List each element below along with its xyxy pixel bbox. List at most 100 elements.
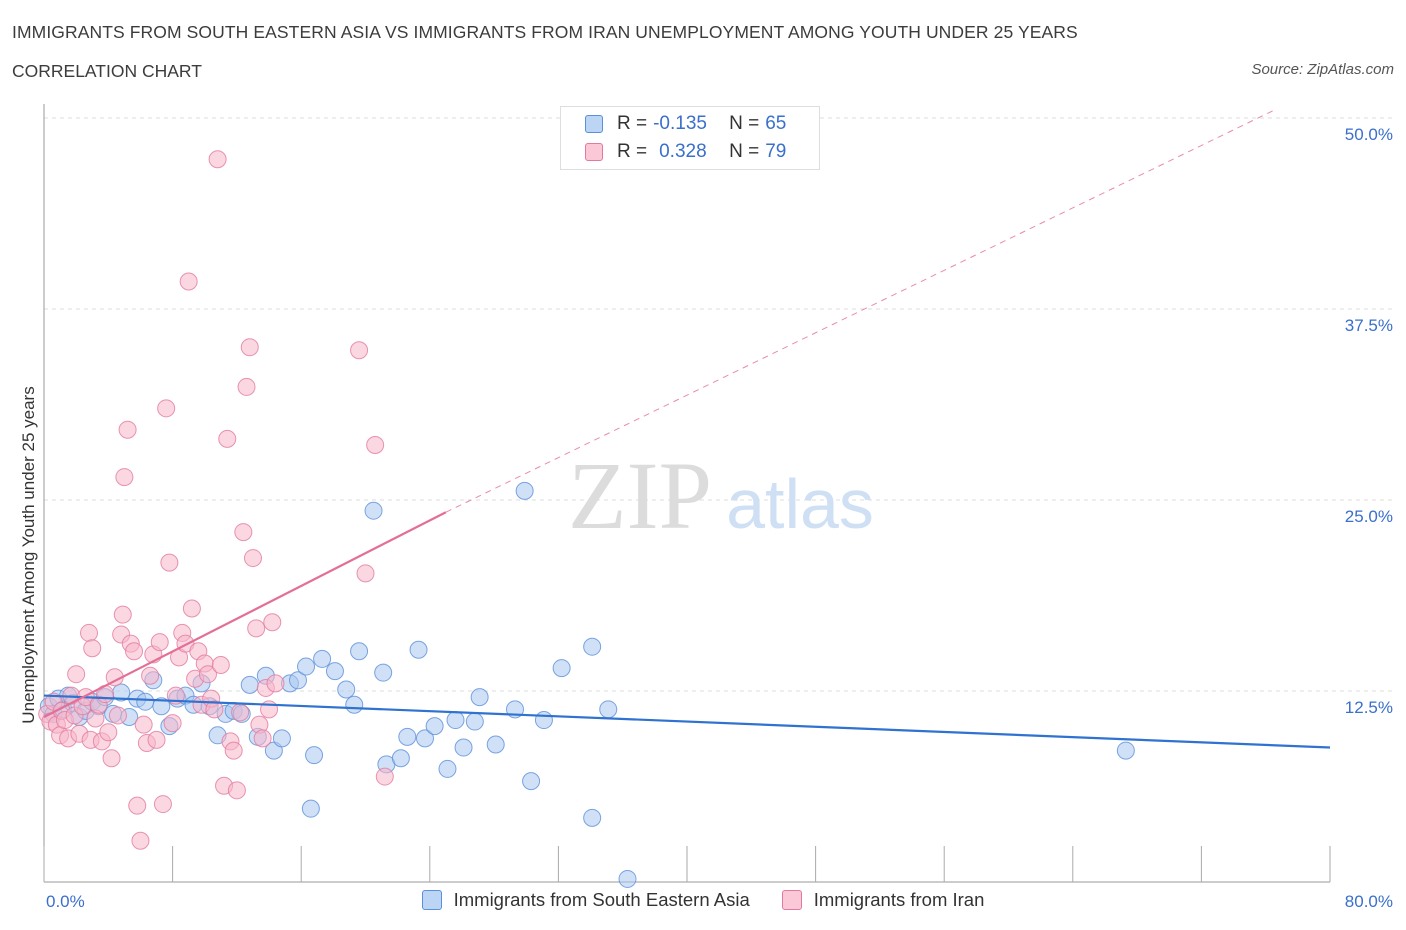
- series-legend: Immigrants from South Eastern Asia Immig…: [0, 889, 1406, 911]
- pink-swatch: [585, 143, 603, 161]
- data-point-blue: [391, 749, 410, 768]
- data-point-pink: [253, 729, 272, 748]
- data-point-pink: [150, 633, 169, 652]
- data-point-pink: [247, 619, 266, 638]
- data-point-pink: [131, 831, 150, 850]
- y-tick-label: 12.5%: [1345, 698, 1393, 717]
- n-label: N =: [729, 113, 760, 134]
- data-point-pink: [99, 723, 118, 742]
- r-label: R =: [617, 141, 648, 162]
- data-point-blue: [337, 680, 356, 699]
- watermark-zip: ZIP: [568, 442, 712, 549]
- x-tick-label: 0.0%: [46, 892, 85, 911]
- data-point-pink: [208, 150, 227, 169]
- data-point-blue: [486, 735, 505, 754]
- data-point-pink: [366, 435, 385, 454]
- n-value: 65: [765, 113, 787, 134]
- data-point-blue: [325, 662, 344, 681]
- stats-legend: R = -0.135 N = 65 R = 0.328 N = 79: [560, 106, 820, 170]
- data-point-blue: [552, 659, 571, 678]
- blue-swatch: [421, 890, 442, 910]
- data-point-blue: [301, 799, 320, 818]
- data-point-pink: [240, 338, 259, 357]
- data-point-blue: [470, 688, 489, 707]
- data-point-pink: [231, 703, 250, 722]
- data-point-blue: [136, 692, 155, 711]
- chart-title: IMMIGRANTS FROM SOUTH EASTERN ASIA VS IM…: [12, 22, 1078, 42]
- data-point-blue: [240, 675, 259, 694]
- data-point-pink: [83, 639, 102, 658]
- data-point-blue: [313, 649, 332, 668]
- data-point-blue: [465, 712, 484, 731]
- data-point-pink: [125, 642, 144, 661]
- data-point-blue: [350, 642, 369, 661]
- data-point-pink: [211, 656, 230, 675]
- data-point-blue: [425, 717, 444, 736]
- stats-legend-row-blue: R = -0.135 N = 65: [585, 112, 786, 136]
- data-point-pink: [350, 341, 369, 360]
- data-point-pink: [67, 665, 86, 684]
- legend-label: Immigrants from South Eastern Asia: [453, 889, 750, 910]
- data-point-blue: [583, 808, 602, 827]
- data-point-pink: [182, 599, 201, 618]
- pink-swatch: [781, 890, 802, 910]
- data-point-pink: [134, 715, 153, 734]
- data-point-blue: [515, 481, 534, 500]
- data-point-pink: [157, 399, 176, 418]
- data-point-blue: [454, 738, 473, 757]
- data-point-pink: [198, 665, 217, 684]
- data-point-blue: [522, 772, 541, 791]
- y-axis-label: Unemployment Among Youth under 25 years: [19, 386, 38, 723]
- chart-subtitle: CORRELATION CHART: [12, 61, 202, 81]
- data-point-blue: [534, 711, 553, 730]
- source-label: Source: ZipAtlas.com: [1251, 61, 1394, 78]
- data-point-blue: [374, 663, 393, 682]
- stats-legend-row-pink: R = 0.328 N = 79: [585, 140, 786, 164]
- data-point-pink: [147, 730, 166, 749]
- data-point-pink: [266, 674, 285, 693]
- data-point-pink: [205, 700, 224, 719]
- data-point-blue: [152, 697, 171, 716]
- data-point-pink: [80, 623, 99, 642]
- r-value: -0.135: [653, 113, 707, 134]
- data-point-pink: [356, 564, 375, 583]
- data-point-blue: [398, 727, 417, 746]
- data-point-pink: [160, 553, 179, 572]
- data-point-pink: [234, 523, 253, 542]
- data-point-blue: [297, 657, 316, 676]
- data-point-pink: [108, 706, 127, 725]
- legend-item-south-eastern-asia: Immigrants from South Eastern Asia: [421, 889, 750, 911]
- data-point-blue: [415, 729, 434, 748]
- trend-line-pink: [43, 511, 447, 718]
- data-point-pink: [115, 468, 134, 487]
- data-point-pink: [153, 795, 172, 814]
- data-point-blue: [618, 869, 637, 888]
- data-point-pink: [128, 796, 147, 815]
- data-point-blue: [583, 637, 602, 656]
- data-point-blue: [446, 711, 465, 730]
- y-tick-label: 37.5%: [1345, 316, 1393, 335]
- trend-line-blue: [43, 694, 1331, 749]
- data-point-pink: [227, 781, 246, 800]
- data-point-pink: [141, 666, 160, 685]
- data-point-pink: [163, 714, 182, 733]
- legend-item-iran: Immigrants from Iran: [781, 889, 984, 911]
- data-point-pink: [218, 429, 237, 448]
- data-point-pink: [102, 749, 121, 768]
- data-point-blue: [272, 729, 291, 748]
- data-point-pink: [113, 605, 132, 624]
- data-point-blue: [345, 695, 364, 714]
- data-point-pink: [375, 767, 394, 786]
- x-tick-label: 80.0%: [1345, 892, 1393, 911]
- y-tick-label: 50.0%: [1345, 125, 1393, 144]
- data-point-blue: [438, 759, 457, 778]
- data-point-pink: [263, 613, 282, 632]
- data-point-pink: [179, 272, 198, 291]
- data-point-blue: [409, 640, 428, 659]
- blue-swatch: [585, 115, 603, 133]
- data-point-pink: [224, 741, 243, 760]
- data-point-blue: [599, 700, 618, 719]
- r-label: R =: [617, 113, 648, 134]
- data-point-blue: [1116, 741, 1135, 760]
